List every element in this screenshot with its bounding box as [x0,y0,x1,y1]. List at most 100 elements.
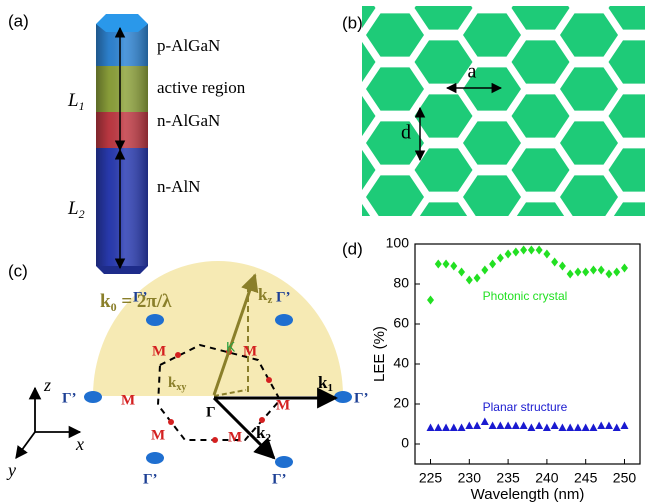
hexagon [415,94,473,137]
point [613,424,621,432]
subscript: 1 [79,99,85,113]
symbol: k [100,291,111,312]
y-tick-label: 20 [393,395,409,411]
point [559,262,566,271]
point [574,268,581,277]
figure: (a) p-AlGaN active region n-AlGaN n-AlN … [0,0,645,504]
point [481,266,488,275]
point [597,422,605,430]
point [567,270,574,279]
point [497,254,504,263]
x-tick-label: 225 [419,470,443,486]
series-label: Planar structure [483,400,568,414]
x-tick-label: 245 [574,470,598,486]
hexagon [463,13,521,56]
hexagon [609,40,645,83]
point [427,296,434,305]
x-axis-label: Wavelength (nm) [471,486,585,503]
m-label: M [228,429,242,445]
symbol: L [67,198,79,219]
point [435,260,442,269]
point [443,260,450,269]
hexagon [512,94,570,137]
point [605,270,612,279]
subscript: 1 [327,382,333,394]
sphere [93,261,343,396]
hexagon [512,202,570,245]
y-axis-label: LEE (%) [371,326,388,382]
point [481,418,489,426]
point [535,422,543,430]
layer-label: active region [157,78,246,97]
hexagon [366,13,424,56]
point [589,424,597,432]
point [505,250,512,259]
gamma-prime-label: Γ’ [354,390,369,406]
hexagon [415,202,473,245]
axis-arrow [16,432,35,458]
nanowire [96,14,148,274]
hexagon [318,148,376,191]
photonic-lattice [318,0,645,300]
hexagon [366,121,424,164]
hexagon [512,148,570,191]
hexagon [463,175,521,218]
subscript: z [267,294,272,306]
axis-label: x [75,434,84,454]
point [621,264,628,273]
point [474,274,481,283]
point [504,422,512,430]
panel-label: (a) [8,11,29,30]
hexagon [463,121,521,164]
spacing-label: d [401,122,411,144]
m-label: M [152,343,166,359]
point [536,246,543,255]
point [613,268,620,277]
hexagon [415,40,473,83]
layer-label: n-AlN [157,177,200,196]
lattice-label: a [468,61,477,83]
gamma-prime-label: Γ’ [133,289,148,305]
hexagon [318,256,376,299]
point [489,422,497,430]
hexagon [463,0,521,3]
x-tick-label: 250 [613,470,637,486]
panel-label: (b) [342,13,363,32]
y-tick-label: 80 [393,275,409,291]
subscript: xy [176,382,186,393]
panel-label: (c) [8,261,28,280]
k-point-label: K [226,339,236,355]
hexagon [415,0,473,30]
y-tick-label: 0 [401,435,409,451]
hexagon [560,67,618,110]
point [473,422,481,430]
y-tick-label: 40 [393,355,409,371]
point [582,424,590,432]
gamma-prime-label: Γ’ [62,390,77,406]
point [543,250,550,259]
point [620,422,628,430]
hexagon [366,175,424,218]
subscript: 2 [265,432,271,444]
point [551,422,559,430]
k2-label: k2 [256,423,271,444]
point [528,246,535,255]
point [605,422,613,430]
point [520,246,527,255]
point [566,424,574,432]
length-label: L2 [67,198,85,220]
m-label: M [243,343,257,359]
hexagon [609,202,645,245]
point [558,424,566,432]
axis-label: z [43,375,51,395]
gamma-prime-label: Γ’ [276,289,291,305]
point [512,248,519,257]
hexagon [560,229,618,272]
hexagon [609,94,645,137]
point [543,424,551,432]
point [590,266,597,275]
point [520,422,528,430]
y-tick-label: 60 [393,315,409,331]
point [450,262,457,271]
